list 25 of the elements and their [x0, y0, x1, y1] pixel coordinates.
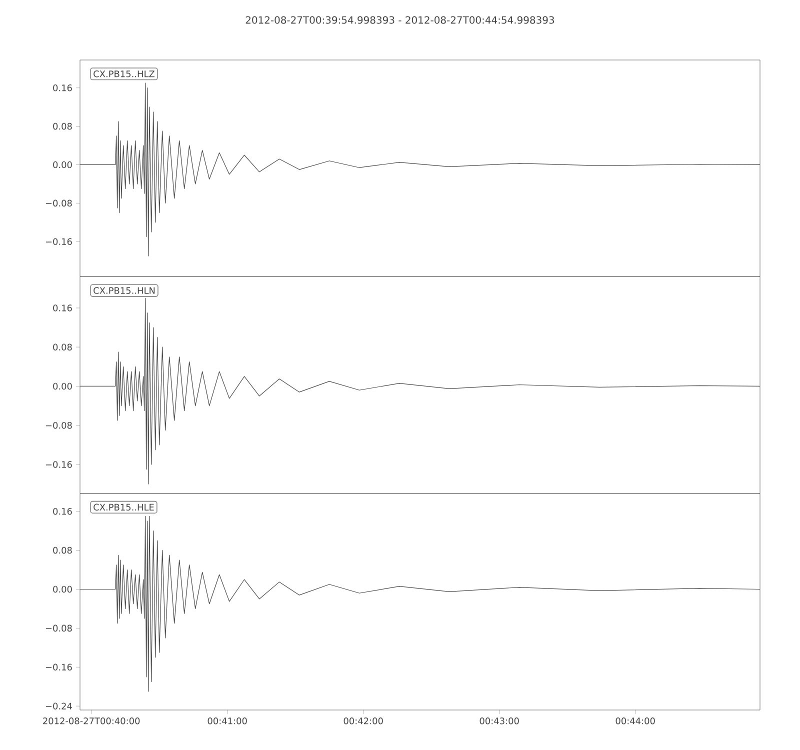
- y-tick-label: −0.16: [46, 238, 72, 245]
- annotation: CX.PB15..HLZ: [94, 70, 154, 78]
- y-tick-label: 0.08: [53, 546, 72, 554]
- x-tick-label: 00:44:00: [616, 718, 655, 724]
- y-tick-label: −0.24: [46, 702, 72, 710]
- y-tick-label: −0.08: [46, 200, 72, 207]
- y-tick-label: 0.16: [53, 508, 72, 515]
- x-tick-label: 00:42:00: [344, 718, 383, 724]
- y-tick-label: 0.00: [53, 161, 72, 168]
- x-tick-label: 00:41:00: [208, 718, 247, 724]
- x-tick-label: 00:43:00: [480, 718, 519, 724]
- y-tick-label: −0.08: [46, 422, 72, 429]
- y-tick-label: 0.08: [53, 122, 72, 130]
- y-tick-label: −0.16: [46, 664, 72, 671]
- y-tick-label: 0.00: [53, 586, 72, 593]
- y-tick-label: 0.16: [53, 304, 72, 312]
- y-tick-label: 0.00: [53, 382, 72, 390]
- annotation: CX.PB15..HLN: [94, 287, 155, 294]
- y-tick-label: −0.16: [46, 461, 72, 468]
- y-tick-label: 0.16: [53, 84, 72, 92]
- annotation: CX.PB15..HLE: [94, 504, 154, 511]
- y-tick-label: 0.08: [53, 344, 72, 350]
- chart-title: 2012-08-27T00:39:54.998393 - 2012-08-27T00:44:54.998393: [246, 16, 554, 24]
- y-tick-label: −0.08: [46, 624, 72, 632]
- x-tick-label: 2012-08-27T00:40:00: [43, 718, 140, 724]
